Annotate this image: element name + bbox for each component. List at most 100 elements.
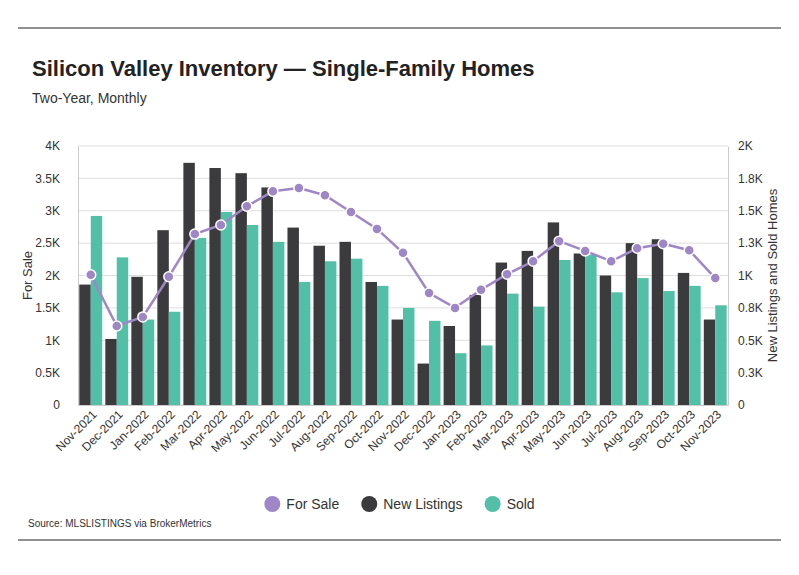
source: Source: MLSLISTINGS via BrokerMetrics (28, 518, 211, 529)
legend-item: Sold (485, 496, 535, 512)
bar (418, 364, 429, 405)
bar (507, 294, 518, 405)
bar (522, 251, 533, 405)
y2-axis-tick: 1.5K (728, 204, 763, 218)
bar (91, 216, 102, 405)
bar (313, 246, 324, 405)
y-axis: 0 0.5K 1K 1.5K 2K 2.5K 3K 3.5K 4K (35, 139, 78, 412)
marker (242, 201, 252, 211)
y-axis-tick: 3.5K (35, 172, 78, 186)
marker (112, 321, 122, 331)
y-axis-tick-label: 0 (53, 398, 60, 412)
legend-label: For Sale (286, 496, 339, 512)
y2-axis-tick-label: 0.5K (738, 334, 763, 348)
marker (86, 270, 96, 280)
bar (79, 285, 90, 405)
bar (261, 187, 272, 405)
bar (287, 228, 298, 405)
y2-axis-tick: 1.8K (728, 172, 763, 186)
bar (392, 320, 403, 405)
bar (247, 225, 258, 405)
bar (470, 295, 481, 405)
marker (502, 269, 512, 279)
bar (377, 286, 388, 405)
y-axis-tick-label: 3.5K (35, 172, 60, 186)
bar (637, 278, 648, 405)
y-axis-tick-label: 4K (45, 139, 60, 153)
x-axis-tick-label: Nov-2023 (677, 407, 724, 454)
marker (710, 273, 720, 283)
bar (600, 276, 611, 406)
bar (169, 312, 180, 405)
y-axis-tick: 2.5K (35, 236, 78, 250)
marker (606, 256, 616, 266)
bar (611, 292, 622, 405)
bar (626, 243, 637, 405)
bar (366, 282, 377, 405)
y2-axis-tick-label: 2K (738, 139, 753, 153)
bar (574, 253, 585, 405)
chart: Silicon Valley Inventory — Single-Family… (0, 0, 799, 575)
y2-axis-tick: 0.3K (728, 366, 763, 380)
marker (554, 236, 564, 246)
bar (105, 339, 116, 405)
legend-item: New Listings (361, 496, 462, 512)
y2-axis-tick-label: 0.8K (738, 301, 763, 315)
title: Silicon Valley Inventory — Single-Family… (32, 56, 535, 81)
bar (195, 238, 206, 405)
marker (658, 239, 668, 249)
y-axis-tick-label: 1.5K (35, 301, 60, 315)
bar (325, 261, 336, 405)
y-axis-tick: 1K (45, 334, 78, 348)
y-axis-tick-label: 2.5K (35, 236, 60, 250)
legend: For Sale New Listings Sold (264, 496, 534, 512)
grid-line (78, 210, 728, 211)
y2-axis-tick: 1K (728, 269, 753, 283)
marker (164, 272, 174, 282)
bar-series (79, 163, 715, 405)
y-axis-line (78, 147, 79, 406)
legend-swatch (361, 496, 377, 512)
bar (403, 308, 414, 405)
marker (528, 256, 538, 266)
y2-axis-title: New Listings and Sold Homes (765, 188, 780, 362)
bar (704, 320, 715, 405)
y-axis-tick: 2K (45, 269, 78, 283)
y2-axis-tick-label: 1.3K (738, 236, 763, 250)
y-axis-tick: 4K (45, 139, 78, 153)
y-axis-tick-label: 3K (45, 204, 60, 218)
bar (221, 212, 232, 405)
bar (273, 242, 284, 405)
y-axis-tick: 0 (53, 398, 78, 412)
marker (450, 303, 460, 313)
marker (372, 224, 382, 234)
x-axis: Nov-2021Dec-2021Jan-2022Feb-2022Mar-2022… (53, 405, 729, 455)
marker (138, 312, 148, 322)
bar (559, 260, 570, 405)
legend-swatch (485, 496, 501, 512)
legend-label: New Listings (383, 496, 462, 512)
bar (663, 291, 674, 405)
bottom-rule (18, 540, 781, 541)
bar (429, 321, 440, 405)
y-axis-tick-label: 0.5K (35, 366, 60, 380)
bar (157, 230, 168, 405)
marker (684, 245, 694, 255)
bar (689, 286, 700, 405)
marker (632, 243, 642, 253)
grid-line (78, 178, 728, 179)
y2-axis-tick-label: 0.3K (738, 366, 763, 380)
marker (320, 190, 330, 200)
y2-axis-tick-label: 1.5K (738, 204, 763, 218)
bar (715, 305, 726, 405)
bar (131, 277, 142, 405)
bar (183, 163, 194, 405)
y-axis-tick: 0.5K (35, 366, 78, 380)
bar (496, 263, 507, 405)
y2-axis-tick: 0.5K (728, 334, 763, 348)
y2-axis-line (728, 147, 729, 406)
y-axis-tick-label: 2K (45, 269, 60, 283)
y2-axis-tick: 1.3K (728, 236, 763, 250)
bar (455, 353, 466, 405)
marker (580, 246, 590, 256)
